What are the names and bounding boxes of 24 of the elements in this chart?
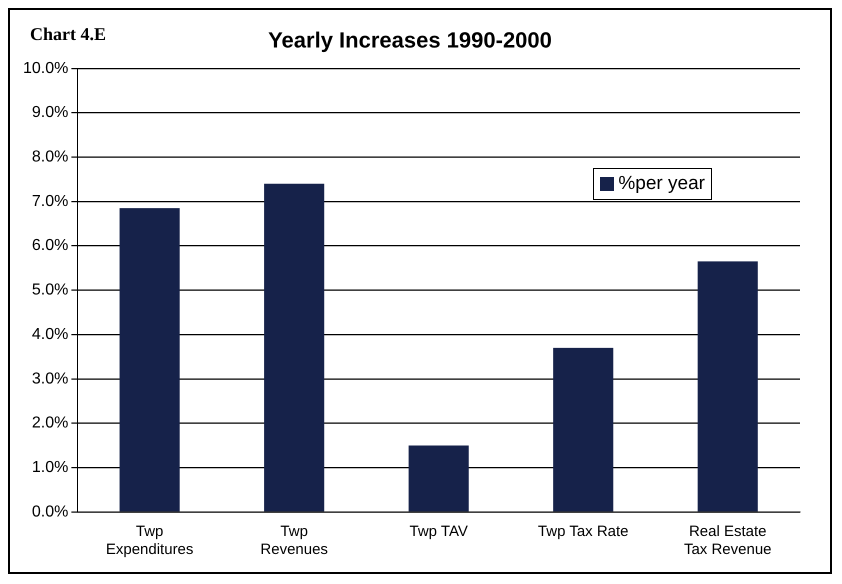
bar bbox=[120, 208, 180, 512]
caption: Chart 4.E bbox=[30, 24, 106, 45]
x-tick-label: Twp Expenditures bbox=[106, 523, 194, 558]
y-tick-label: 5.0% bbox=[32, 282, 68, 299]
legend-label: %per year bbox=[618, 173, 705, 195]
bar bbox=[698, 261, 758, 512]
bar bbox=[553, 348, 614, 512]
x-tick-label: Twp Revenues bbox=[260, 523, 328, 558]
y-tick-label: 2.0% bbox=[32, 414, 68, 432]
y-tick-label: 0.0% bbox=[32, 503, 68, 520]
y-tick-label: 10.0% bbox=[22, 60, 68, 77]
bar bbox=[408, 445, 469, 512]
y-tick-label: 6.0% bbox=[32, 237, 68, 254]
x-tick-label: Twp TAV bbox=[410, 523, 468, 540]
y-tick-label: 4.0% bbox=[32, 326, 68, 343]
y-tick-label: 7.0% bbox=[32, 192, 68, 210]
x-tick-label: Real Estate Tax Revenue bbox=[684, 523, 772, 558]
y-tick-label: 3.0% bbox=[32, 370, 68, 388]
bar bbox=[264, 184, 324, 512]
y-tick-label: 8.0% bbox=[32, 148, 68, 166]
chart-title: Yearly Increases 1990-2000 bbox=[268, 27, 552, 52]
y-tick-label: 1.0% bbox=[32, 459, 68, 476]
y-tick-label: 9.0% bbox=[32, 104, 68, 122]
x-tick-label: Twp Tax Rate bbox=[538, 523, 629, 540]
